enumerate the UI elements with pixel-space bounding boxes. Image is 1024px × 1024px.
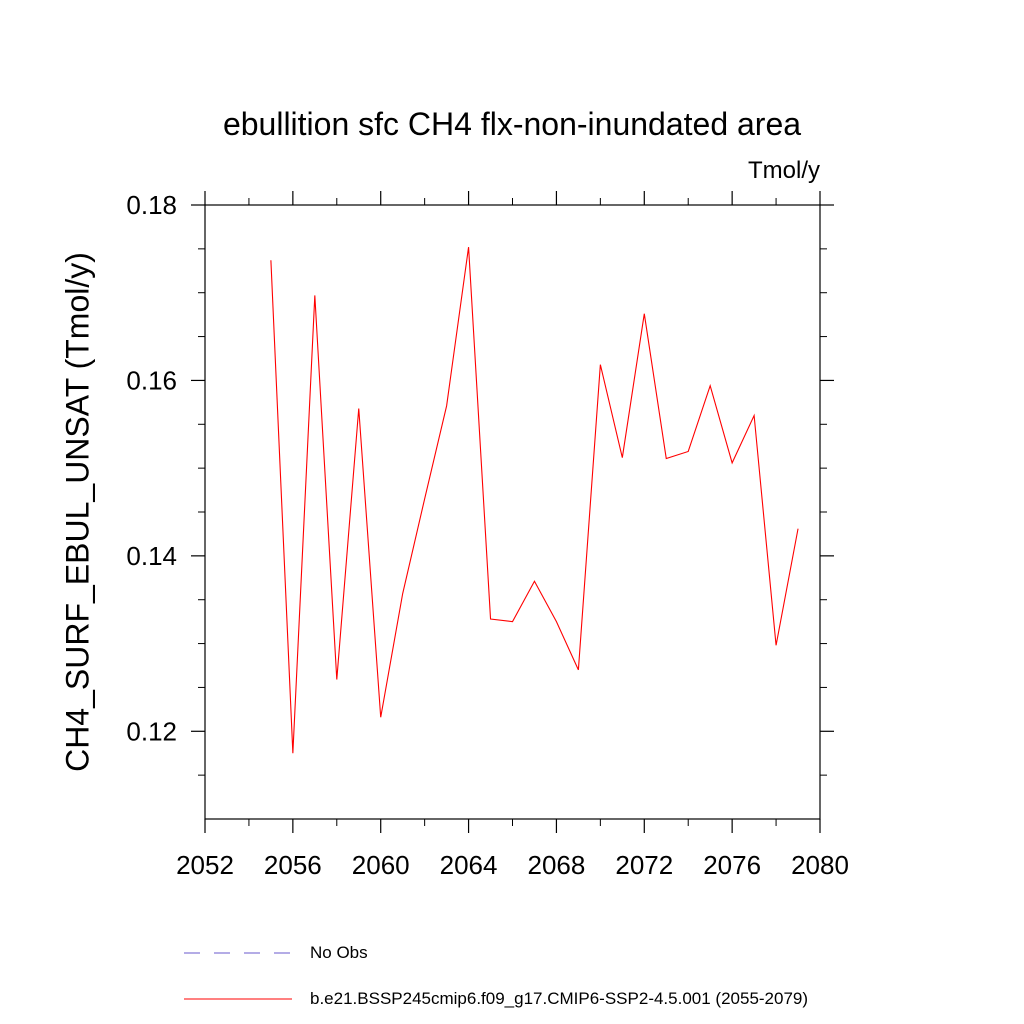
x-tick-label: 2072 (615, 850, 673, 880)
chart-title: ebullition sfc CH4 flx-non-inundated are… (222, 106, 802, 142)
legend-label-model-run: b.e21.BSSP245cmip6.f09_g17.CMIP6-SSP2-4.… (310, 989, 809, 1008)
x-tick-label: 2052 (176, 850, 234, 880)
legend-label-no-obs: No Obs (310, 943, 368, 962)
series-line (270, 247, 799, 754)
series-lines (270, 247, 799, 754)
legend-item-no-obs: No Obs (184, 942, 368, 964)
legend-swatch-no-obs (184, 952, 292, 954)
y-tick-label: 0.12 (126, 716, 177, 746)
x-tick-label: 2060 (352, 850, 410, 880)
legend-swatch-model-run (184, 998, 292, 1000)
y-tick-label: 0.16 (126, 365, 177, 395)
axis-ticks: 2052 2056 2060 2064 2068 2072 2076 2080 0.12 0.14… (126, 190, 849, 880)
x-tick-label: 2056 (264, 850, 322, 880)
x-tick-label: 2064 (440, 850, 498, 880)
x-tick-label: 2080 (791, 850, 849, 880)
y-tick-label: 0.18 (126, 190, 177, 220)
x-tick-label: 2068 (528, 850, 586, 880)
legend-item-model-run: b.e21.BSSP245cmip6.f09_g17.CMIP6-SSP2-4.… (184, 988, 808, 1010)
units-label: Tmol/y (748, 157, 820, 184)
x-tick-label: 2076 (703, 850, 761, 880)
plot-frame (204, 204, 821, 820)
y-tick-label: 0.14 (126, 541, 177, 571)
